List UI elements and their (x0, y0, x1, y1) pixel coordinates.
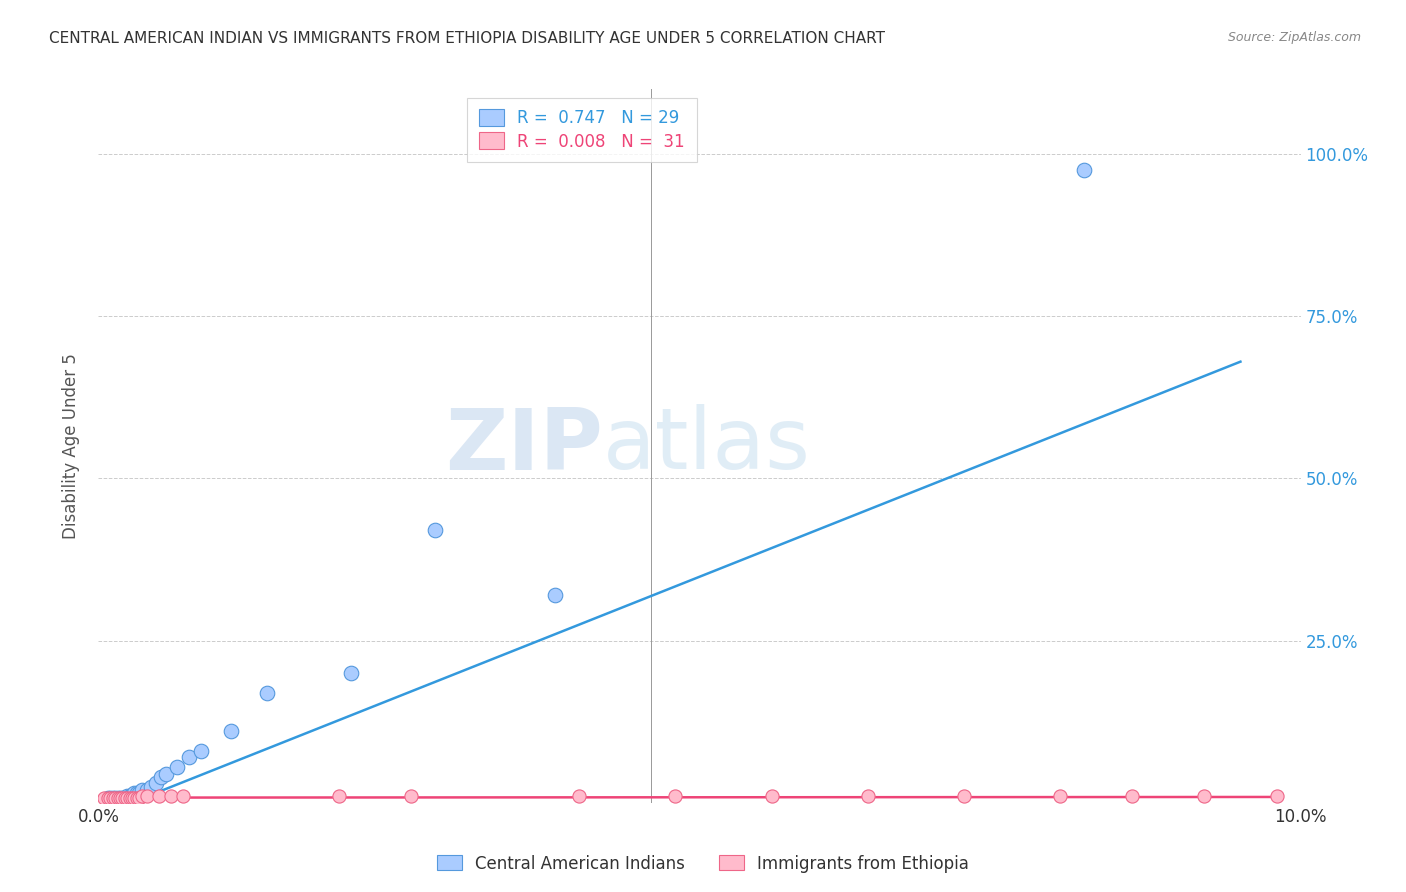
Point (1194, 789, 1216, 804)
Point (114, 790, 136, 805)
Point (128, 786, 150, 800)
Text: ZIP: ZIP (446, 404, 603, 488)
Point (114, 790, 136, 805)
Point (104, 790, 127, 805)
Point (118, 789, 141, 804)
Point (121, 788, 143, 802)
Point (107, 790, 129, 805)
Point (117, 789, 139, 804)
Point (155, 766, 177, 780)
Point (118, 790, 141, 805)
Point (101, 790, 124, 805)
Point (166, 760, 188, 774)
Point (108, 790, 131, 805)
Point (128, 790, 150, 805)
Point (107, 790, 129, 805)
Point (111, 790, 134, 805)
Point (148, 789, 170, 804)
Point (135, 789, 157, 804)
Point (104, 790, 127, 805)
Point (145, 776, 167, 790)
Legend: R =  0.747   N = 29, R =  0.008   N =  31: R = 0.747 N = 29, R = 0.008 N = 31 (467, 97, 697, 162)
Text: atlas: atlas (603, 404, 811, 488)
Point (399, 789, 422, 804)
Point (1121, 789, 1143, 804)
Point (125, 786, 148, 800)
Point (190, 744, 212, 758)
Point (125, 790, 148, 805)
Point (953, 789, 976, 804)
Y-axis label: Disability Age Under 5: Disability Age Under 5 (62, 353, 80, 539)
Point (856, 789, 879, 804)
Point (340, 666, 363, 681)
Point (121, 790, 143, 805)
Point (100, 790, 122, 805)
Text: Source: ZipAtlas.com: Source: ZipAtlas.com (1227, 31, 1361, 45)
Point (124, 790, 146, 805)
Point (149, 770, 172, 784)
Legend: Central American Indians, Immigrants from Ethiopia: Central American Indians, Immigrants fro… (430, 848, 976, 880)
Point (256, 685, 278, 699)
Point (97, 790, 120, 805)
Point (172, 789, 194, 804)
Point (664, 789, 686, 804)
Point (124, 786, 146, 800)
Point (117, 790, 139, 805)
Point (219, 724, 242, 739)
Point (111, 790, 134, 805)
Point (131, 789, 153, 804)
Point (97, 790, 120, 805)
Text: CENTRAL AMERICAN INDIAN VS IMMIGRANTS FROM ETHIOPIA DISABILITY AGE UNDER 5 CORRE: CENTRAL AMERICAN INDIAN VS IMMIGRANTS FR… (49, 31, 886, 46)
Point (423, 524, 446, 538)
Point (93, 790, 115, 805)
Point (159, 789, 181, 804)
Point (141, 780, 163, 794)
Point (131, 782, 153, 797)
Point (544, 588, 567, 602)
Point (100, 790, 122, 805)
Point (101, 790, 124, 805)
Point (761, 789, 783, 804)
Point (568, 789, 591, 804)
Point (1049, 789, 1071, 804)
Point (328, 789, 350, 804)
Point (1073, 163, 1095, 178)
Point (177, 750, 200, 764)
Point (1265, 789, 1288, 804)
Point (108, 790, 131, 805)
Point (135, 782, 157, 797)
